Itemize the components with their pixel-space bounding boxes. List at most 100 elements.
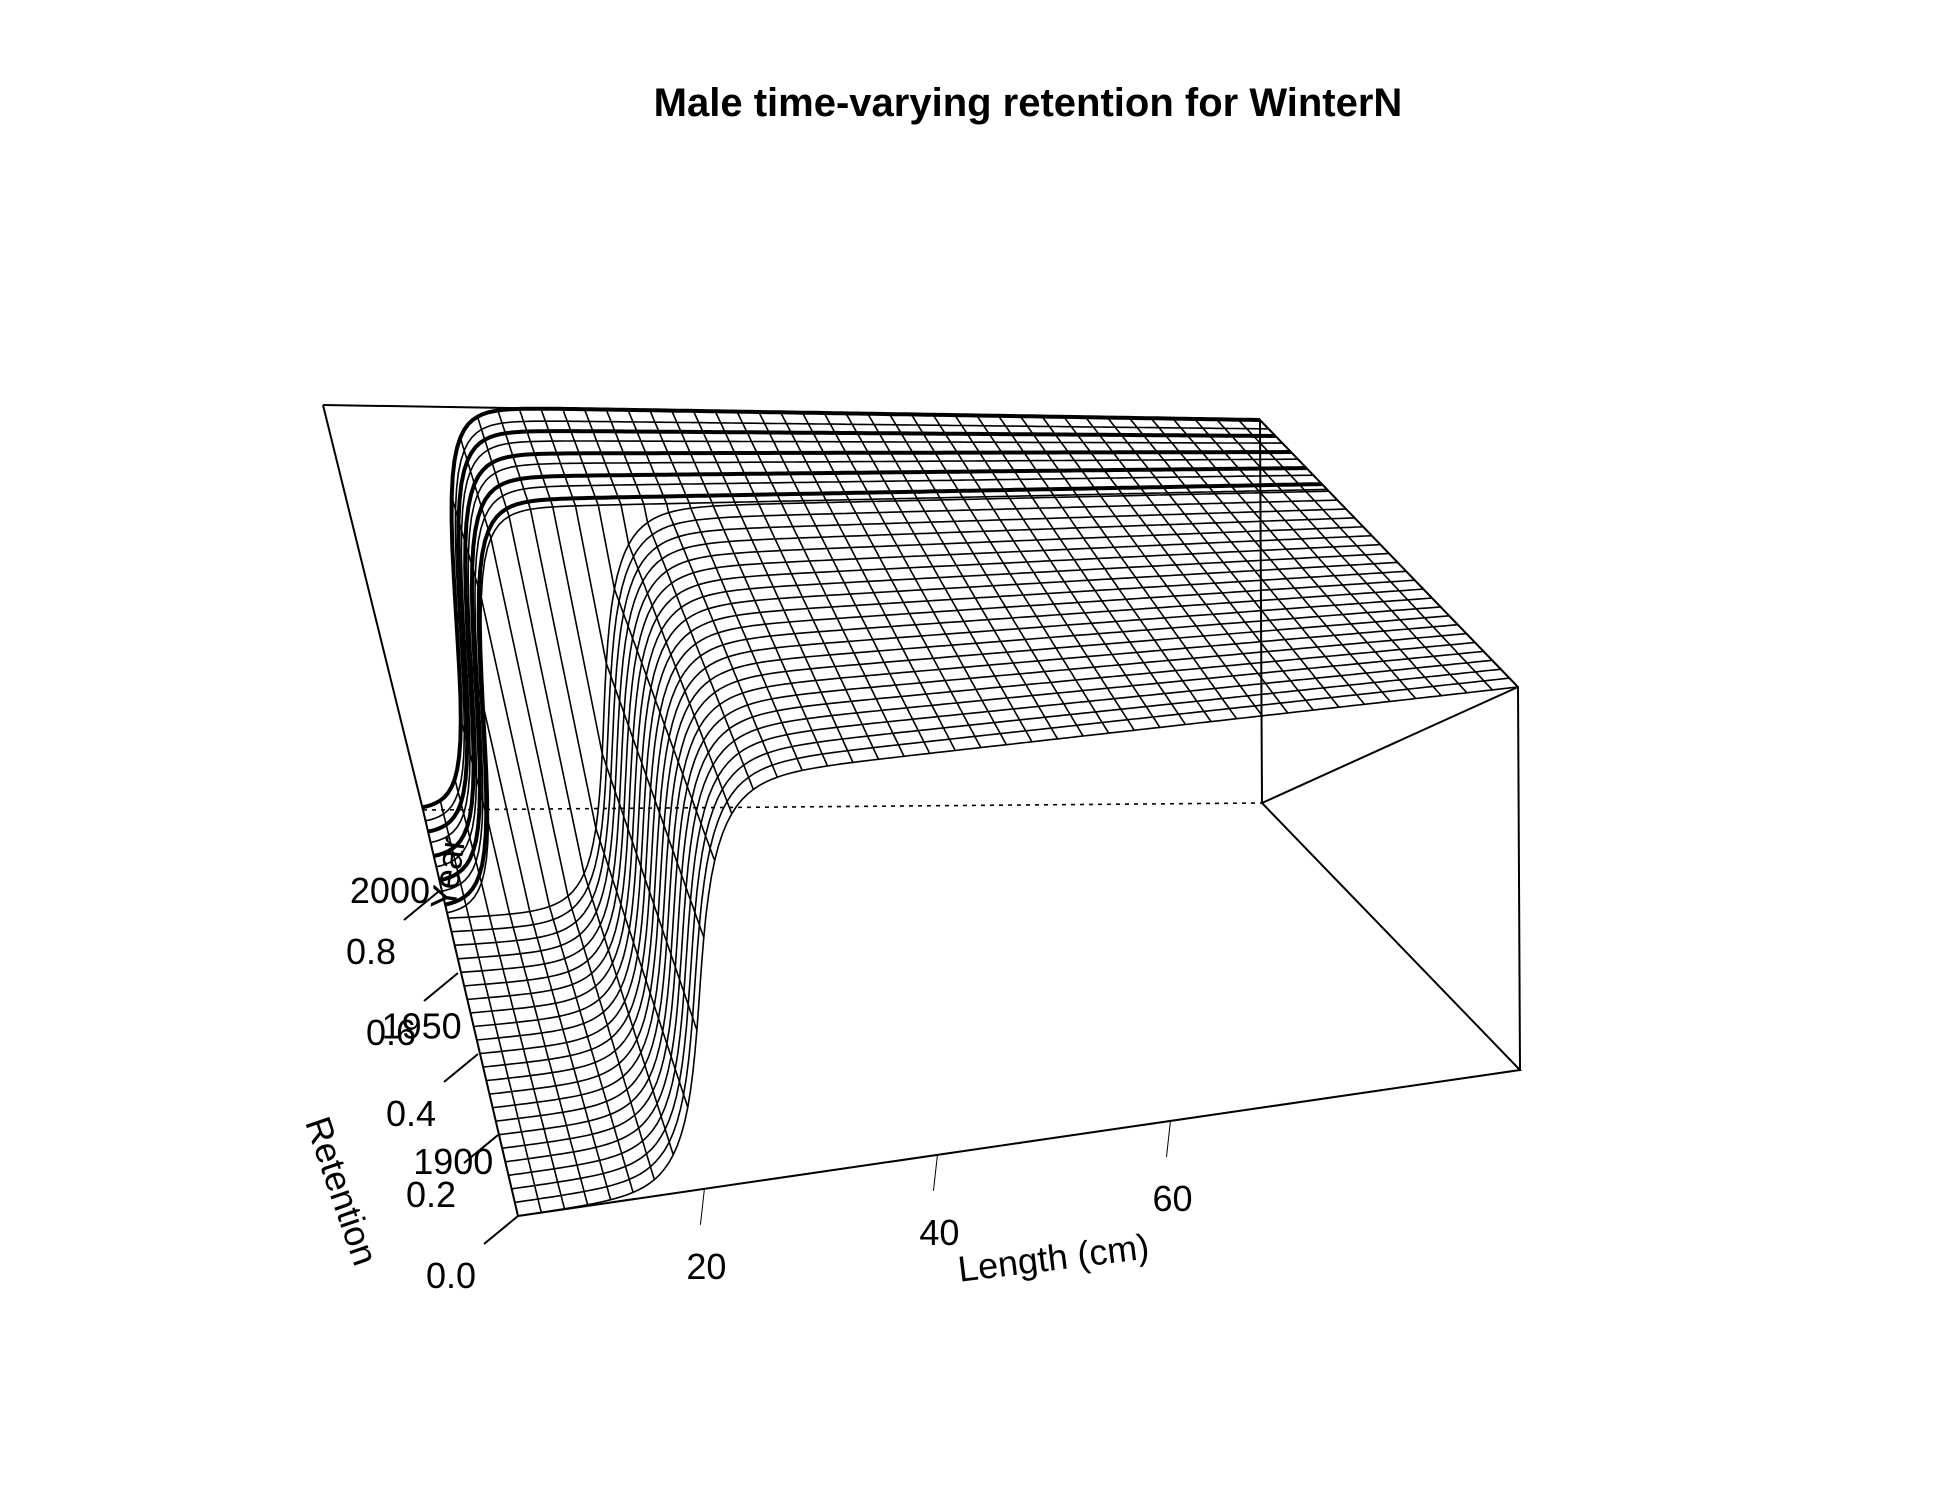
z-tick [443, 1053, 479, 1083]
back-top-edge [322, 404, 1261, 421]
year-line-2008 [436, 458, 1298, 868]
length-line-48 [801, 412, 982, 748]
length-line-36 [670, 410, 829, 767]
year-line-1905 [501, 641, 1476, 1150]
year-line-1890 [511, 668, 1501, 1190]
z-tick [403, 891, 439, 921]
length-line-62 [954, 414, 1161, 728]
y-tick-label: 1950 [382, 1006, 462, 1047]
length-line-22 [518, 408, 698, 1031]
length-line-10 [460, 719, 589, 1205]
length-line-86 [1215, 418, 1468, 694]
year-line-1915 [495, 623, 1458, 1122]
length-line-74 [1085, 416, 1314, 711]
length-line-30 [605, 409, 755, 790]
length-line-54 [867, 413, 1059, 740]
length-line-72 [1063, 416, 1289, 714]
year-line-1994 [444, 482, 1322, 907]
length-line-80 [1150, 417, 1391, 702]
y-tick-label: 1900 [413, 1141, 493, 1182]
year-line-1970 [460, 526, 1364, 974]
length-line-28 [583, 408, 733, 814]
length-line-52 [845, 413, 1033, 743]
surface-mesh [421, 406, 1520, 1217]
year-line-2003 [438, 466, 1307, 883]
year-line-2021 [427, 429, 1276, 834]
length-line-38 [692, 410, 854, 763]
year-line-1880 [517, 686, 1519, 1217]
length-line-58 [910, 413, 1110, 734]
length-line-68 [1019, 415, 1238, 720]
length-line-20 [497, 410, 689, 1108]
y-axis-label: Year [422, 834, 473, 912]
front-right-edges [517, 417, 1523, 1217]
length-line-6 [439, 800, 543, 1213]
length-line-70 [1041, 416, 1263, 717]
year-line-1930 [486, 597, 1433, 1082]
year-line-1965 [464, 534, 1372, 987]
length-line-88 [1237, 419, 1493, 691]
year-line-2017 [430, 440, 1283, 844]
axis-ticks: 20 40 60 1900 1950 2000 0.0 0.2 0.4 0.6 0.8 [346, 870, 1193, 1296]
z-tick [423, 972, 459, 1002]
year-line-2025 [425, 420, 1269, 822]
z-tick-label: 0.0 [426, 1255, 476, 1296]
length-line-32 [627, 409, 779, 778]
length-line-34 [649, 409, 803, 771]
year-line-1920 [492, 615, 1450, 1109]
back-left-edge [322, 404, 519, 1217]
length-line-8 [454, 778, 566, 1210]
box-frame [322, 404, 1523, 1217]
year-line-1985 [451, 499, 1338, 933]
length-line-16 [459, 437, 656, 1180]
x-tick-40 [932, 1154, 938, 1191]
year-line-1960 [467, 543, 1381, 1001]
length-line-42 [736, 411, 905, 757]
year-line-1991 [446, 488, 1328, 914]
length-line-56 [888, 413, 1084, 737]
length-line-82 [1172, 418, 1417, 700]
length-line-18 [476, 416, 675, 1155]
z-tick [463, 1134, 499, 1164]
year-line-1940 [479, 579, 1415, 1055]
year-line-1955 [470, 552, 1390, 1014]
length-line-44 [758, 411, 931, 754]
length-line-40 [714, 410, 880, 760]
x-tick-label: 60 [1152, 1178, 1192, 1219]
z-axis-label: Retention [297, 1111, 386, 1270]
x-tick-60 [1165, 1120, 1171, 1157]
length-line-66 [997, 415, 1212, 723]
length-line-84 [1194, 418, 1442, 697]
x-tick-20 [699, 1188, 705, 1225]
z-tick-label: 0.4 [386, 1093, 436, 1134]
x-tick-label: 20 [686, 1246, 726, 1287]
z-tick-label: 0.2 [406, 1174, 456, 1215]
chart-title: Male time-varying retention for WinterN [654, 81, 1403, 125]
year-line-1885 [514, 677, 1510, 1204]
z-tick-label: 0.8 [346, 931, 396, 972]
year-line-1895 [508, 659, 1493, 1177]
z-tick [483, 1215, 519, 1245]
length-line-24 [540, 408, 705, 938]
length-line-78 [1128, 417, 1366, 705]
year-line-1900 [505, 650, 1484, 1163]
length-line-60 [932, 414, 1135, 731]
length-line-64 [976, 415, 1187, 725]
year-line-1999 [441, 474, 1314, 892]
year-line-1925 [489, 606, 1441, 1095]
surface-fill-1880 [518, 687, 1520, 1216]
x-axis-label: Length (cm) [956, 1226, 1152, 1290]
y-tick-label: 2000 [350, 870, 430, 911]
year-line-1990 [448, 490, 1329, 919]
year-line-1935 [483, 588, 1424, 1068]
length-line-14 [450, 496, 634, 1193]
length-line-50 [823, 412, 1008, 746]
x-tick-label: 40 [919, 1212, 959, 1253]
year-line-1945 [476, 570, 1407, 1041]
year-line-1980 [454, 508, 1347, 947]
length-line-76 [1106, 417, 1340, 708]
length-line-12 [454, 607, 612, 1200]
length-line-46 [779, 411, 956, 751]
